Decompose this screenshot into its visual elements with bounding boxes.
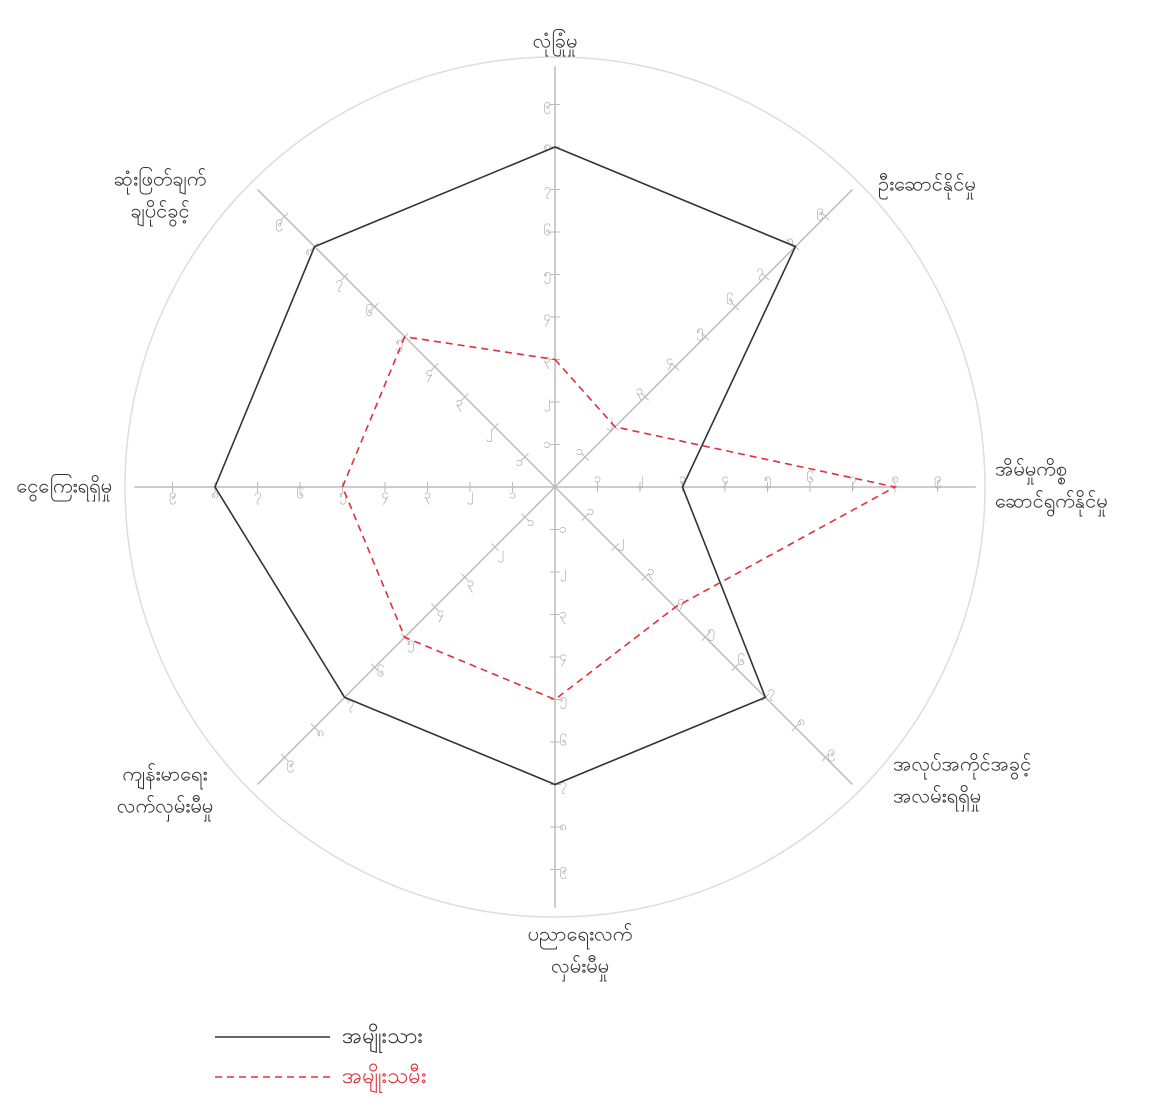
- tick-label: ၄: [559, 650, 567, 667]
- category-label: ဆောင်ရွက်နိုင်မှု: [995, 489, 1108, 517]
- tick-label: ၂: [560, 565, 566, 582]
- tick-label: ၁: [527, 515, 534, 530]
- category-label: ပညာရေးလက်: [528, 922, 633, 950]
- tick-label: ၅: [764, 472, 771, 489]
- category-label: လုံခြုံမှု: [533, 29, 578, 57]
- category-label: ငွေကြေးရရှိမှု: [16, 474, 112, 502]
- tick-label: ၈: [891, 472, 898, 487]
- tick-label: ၂: [497, 545, 503, 562]
- tick-label: ၆: [543, 224, 550, 240]
- tick-label: ၅: [543, 267, 550, 284]
- tick-label: ၁: [516, 455, 523, 470]
- tick-label: ၉: [816, 203, 823, 220]
- tick-label: ၄: [721, 472, 729, 489]
- tick-label: ၃: [467, 575, 474, 592]
- category-label: အလုပ်အကိုင်အခွင့်: [893, 752, 1031, 780]
- tick-label: ၁: [543, 437, 550, 452]
- tick-label: ၇: [767, 684, 774, 701]
- category-label: လက်လှမ်းမီမှု: [117, 794, 213, 822]
- tick-label: ၉: [827, 744, 834, 761]
- tick-label: ၂: [618, 534, 624, 551]
- tick-label: ၅: [696, 324, 703, 341]
- tick-label: ၄: [437, 605, 445, 622]
- tick-label: ၂: [486, 425, 492, 442]
- chart: ၁၂၃၄၅၆၇၈၉၁၂၃၄၅၆၇၈၉၁၂၃၄၅၆၇၈၉၁၂၃၄၅၆၇၈၉၁၂၃၄…: [0, 0, 1159, 1107]
- category-label: ချပိုင်ခွင့်: [130, 199, 189, 227]
- tick-label: ၄: [425, 365, 433, 382]
- legend-label: အမျိုးသား: [342, 1023, 423, 1054]
- tick-label: ၄: [666, 354, 674, 371]
- tick-label: ၃: [424, 488, 431, 505]
- tick-label: ၄: [381, 488, 389, 505]
- tick-label: ၂: [544, 395, 550, 412]
- tick-label: ၂: [637, 472, 643, 489]
- tick-label: ၆: [296, 487, 303, 503]
- tick-label: ၆: [377, 664, 384, 680]
- tick-label: ၁: [587, 504, 594, 519]
- tick-label: ၁: [594, 472, 601, 487]
- tick-label: ၆: [559, 734, 566, 750]
- tick-label: ၉: [543, 97, 550, 114]
- tick-label: ၃: [456, 395, 463, 412]
- tick-label: ၃: [647, 564, 654, 581]
- category-label: လှမ်းမီမှု: [551, 954, 609, 982]
- tick-label: ၆: [726, 293, 733, 309]
- category-label: အလမ်းရရှိမှု: [893, 784, 981, 812]
- series-line: [343, 337, 896, 700]
- category-label: ကျန်းမာရေး: [122, 762, 207, 790]
- tick-label: ၉: [934, 472, 941, 489]
- tick-label: ၇: [254, 488, 261, 505]
- series-line: [215, 147, 795, 785]
- legend-label: အမျိုးသမီး: [342, 1063, 426, 1094]
- tick-label: ၃: [543, 352, 550, 369]
- tick-label: ၃: [636, 384, 643, 401]
- tick-label: ၃: [559, 607, 566, 624]
- tick-label: ၇: [335, 275, 342, 292]
- tick-label: ၁: [509, 488, 516, 503]
- tick-label: ၁: [576, 444, 583, 459]
- tick-label: ၈: [797, 714, 804, 729]
- axis: [555, 487, 853, 785]
- tick-label: ၄: [543, 310, 551, 327]
- tick-label: ၇: [543, 182, 550, 199]
- tick-label: ၆: [737, 653, 744, 669]
- tick-label: ၉: [169, 488, 176, 505]
- tick-label: ၉: [559, 862, 566, 879]
- tick-label: ၈: [559, 820, 566, 835]
- tick-label: ၉: [275, 215, 282, 232]
- tick-label: ၉: [287, 756, 294, 773]
- axis: [257, 189, 555, 487]
- tick-label: ၁: [559, 522, 566, 537]
- tick-label: ၂: [467, 488, 473, 505]
- tick-label: ၅: [707, 624, 714, 641]
- category-label: ဆုံးဖြတ်ချက်: [114, 167, 207, 195]
- tick-label: ၇: [756, 263, 763, 280]
- tick-label: ၈: [317, 726, 324, 741]
- tick-label: ၅: [339, 488, 346, 505]
- tick-label: ၆: [806, 471, 813, 487]
- category-label: ဦးဆောင်နိုင်မှု: [878, 172, 976, 200]
- tick-label: ၇: [849, 472, 856, 489]
- category-label: အိမ်မှုကိစ္စ: [995, 457, 1067, 485]
- tick-label: ၆: [365, 304, 372, 320]
